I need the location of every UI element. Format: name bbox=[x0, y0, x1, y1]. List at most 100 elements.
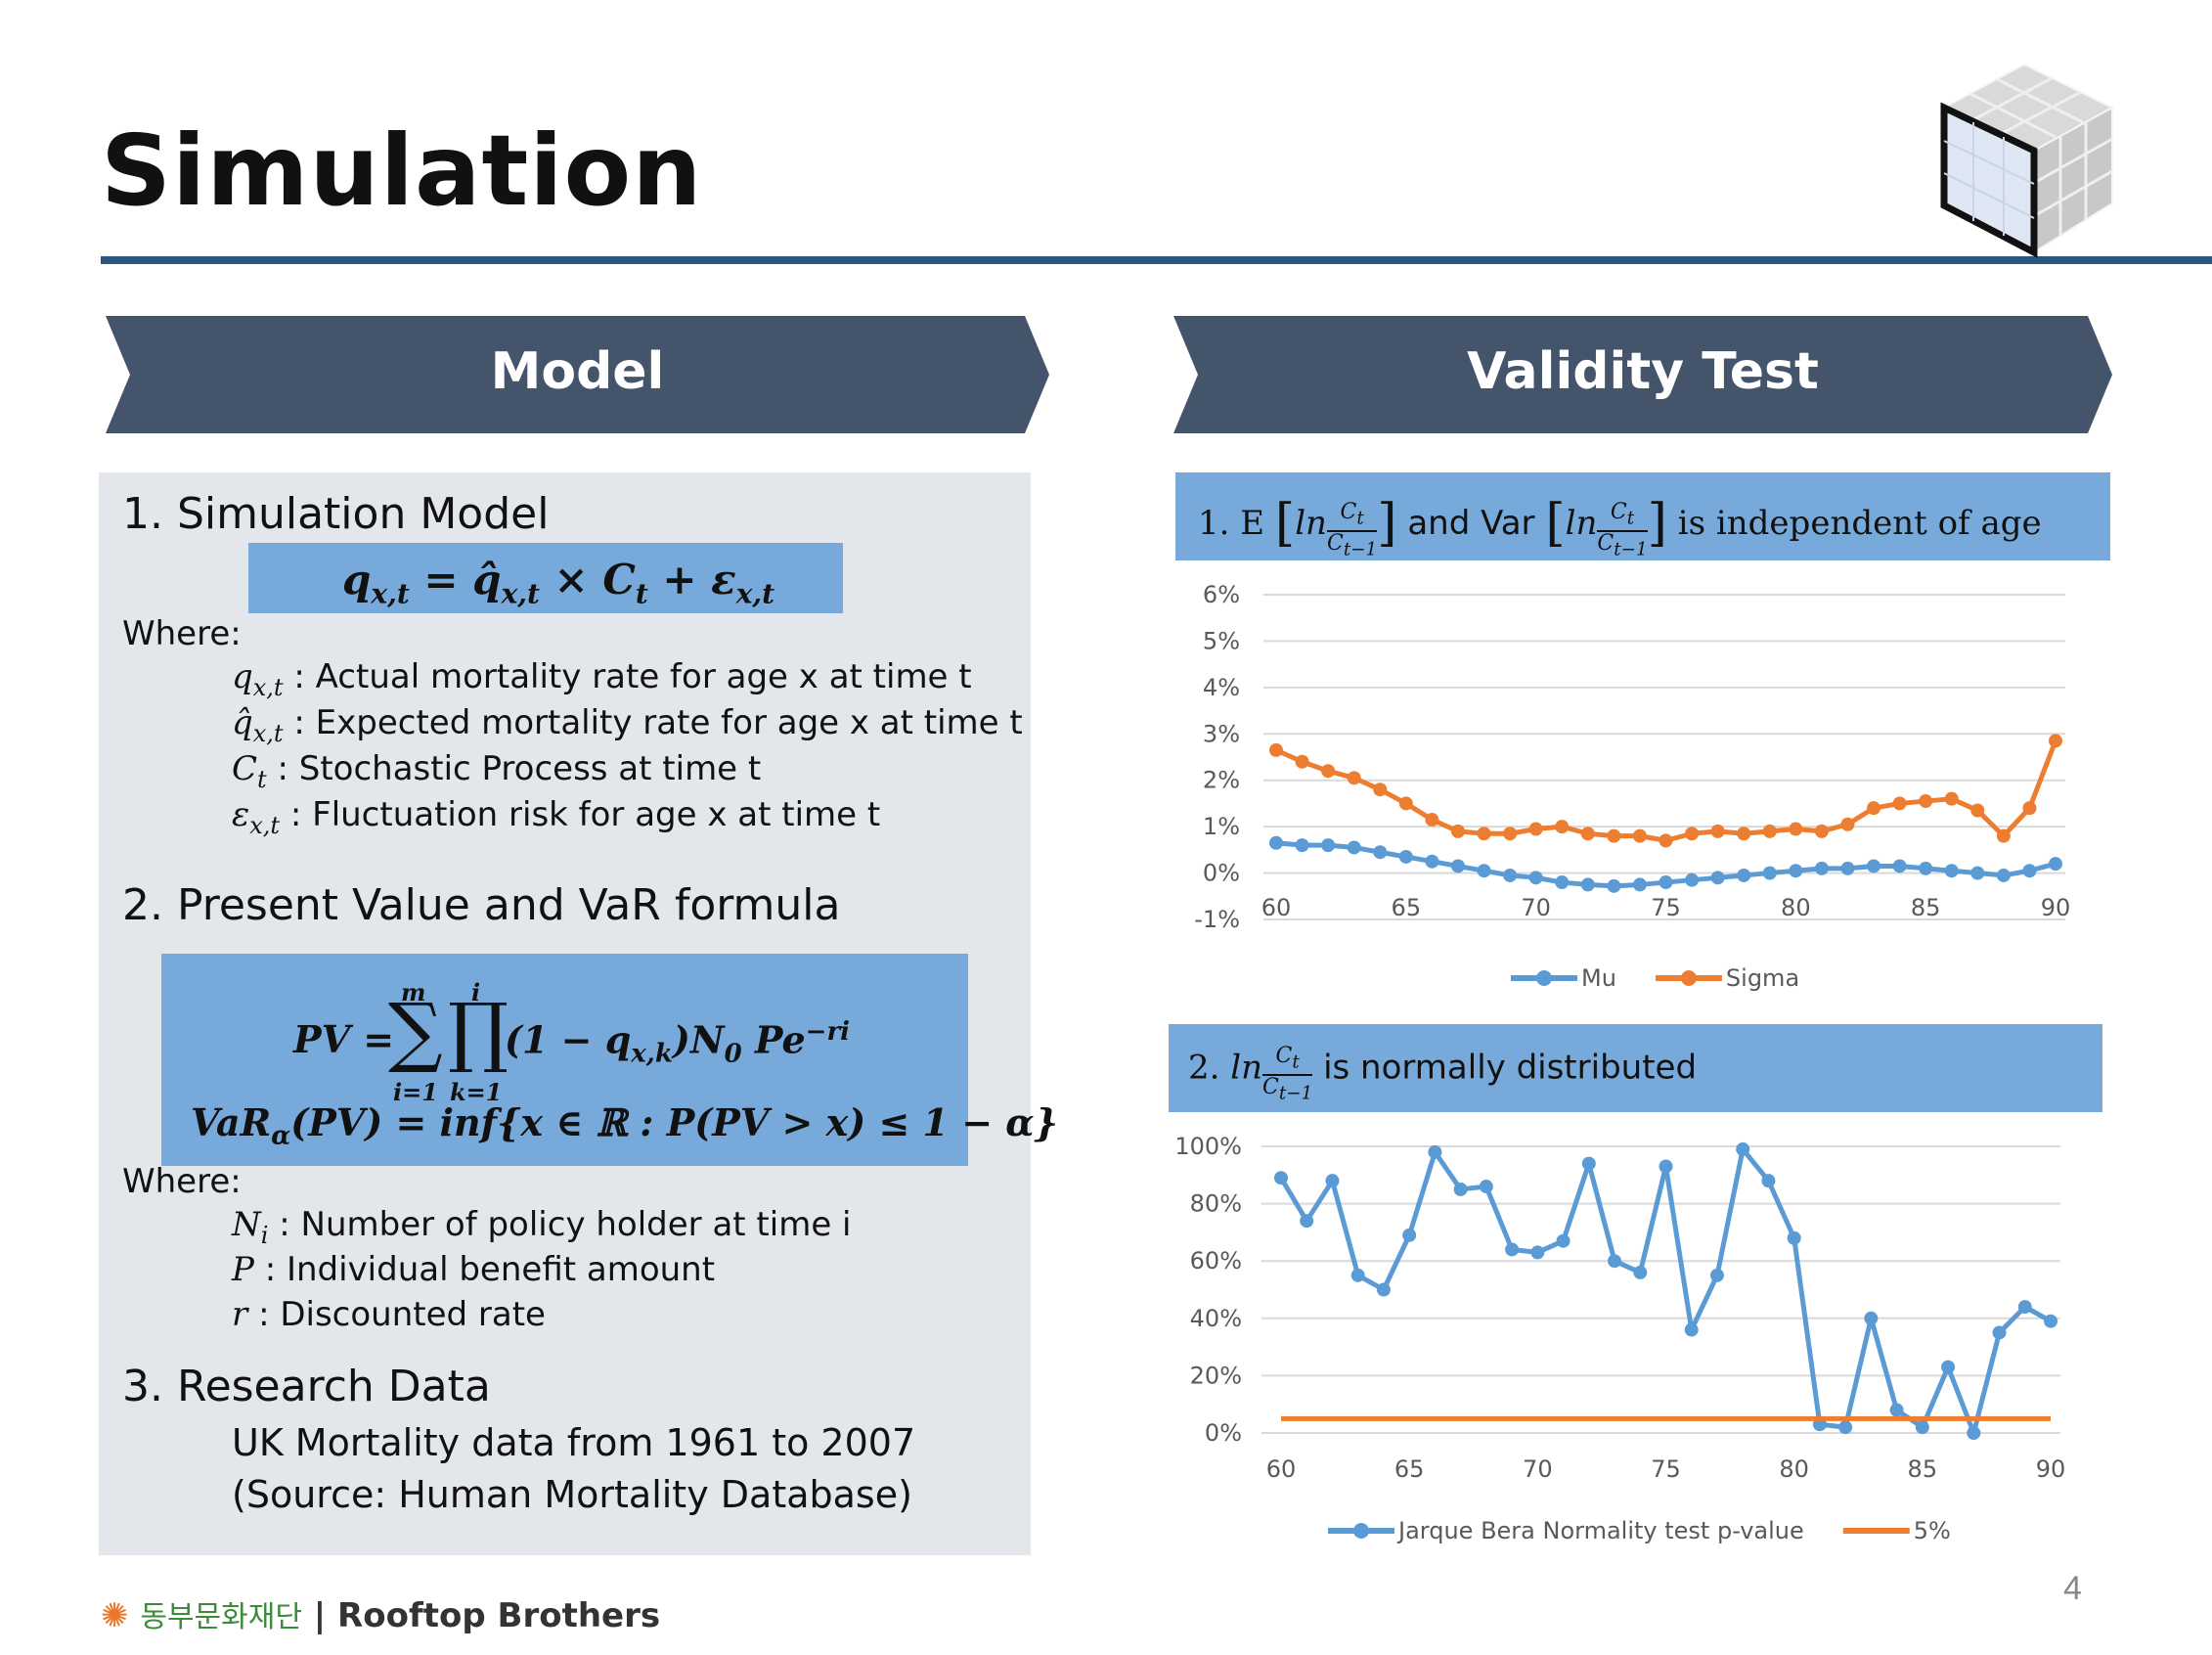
section-2-title: 2. Present Value and VaR formula bbox=[122, 880, 841, 930]
data-point bbox=[1503, 868, 1518, 882]
pv-formula-box bbox=[161, 954, 968, 1166]
data-point bbox=[1321, 764, 1336, 779]
data-point bbox=[1761, 1174, 1776, 1188]
x-tick-label: 60 bbox=[1261, 894, 1292, 921]
data-point bbox=[1659, 1159, 1673, 1174]
data-point bbox=[2022, 864, 2037, 878]
pv-lhs: PV = bbox=[293, 1017, 395, 1061]
page-title: Simulation bbox=[101, 113, 703, 228]
data-point bbox=[1709, 1268, 1724, 1282]
x-tick-label: 75 bbox=[1651, 1455, 1681, 1483]
data-point bbox=[1581, 1156, 1596, 1171]
data-point bbox=[1373, 783, 1388, 797]
legend-marker bbox=[1536, 970, 1552, 986]
where-label-2: Where: bbox=[122, 1162, 242, 1201]
data-point bbox=[1967, 1426, 1981, 1440]
test-1-heading: 1. E [ln Ct Ct−1] and Var [ln Ct Ct−1] is in… bbox=[1198, 494, 2042, 560]
x-tick-label: 85 bbox=[1911, 894, 1941, 921]
data-point bbox=[1944, 791, 1959, 806]
page-number: 4 bbox=[2063, 1570, 2082, 1607]
data-point bbox=[1450, 824, 1465, 838]
data-point bbox=[1450, 859, 1465, 873]
data-point bbox=[1737, 827, 1751, 841]
model-header-banner bbox=[106, 316, 1049, 433]
x-tick-label: 65 bbox=[1392, 894, 1422, 921]
data-point bbox=[1269, 742, 1283, 757]
where-label-1: Where: bbox=[122, 614, 242, 653]
data-point bbox=[1347, 840, 1361, 855]
legend-label: Jarque Bera Normality test p-value bbox=[1396, 1517, 1804, 1544]
data-point bbox=[2049, 734, 2062, 748]
data-point bbox=[1425, 854, 1439, 869]
simulation-formula: qx,t = q̂x,t × Ct + εx,t bbox=[342, 556, 775, 610]
x-tick-label: 70 bbox=[1521, 894, 1551, 921]
data-point bbox=[1402, 1228, 1417, 1242]
data-point bbox=[1919, 861, 1933, 875]
test-1-heading-bar bbox=[1175, 472, 2110, 560]
prod-lower: k=1 bbox=[450, 1078, 503, 1106]
var-formula: VaRα(PV) = inf{x ∈ ℝ : P(PV > x) ≤ 1 − α… bbox=[191, 1100, 1058, 1151]
y-tick-label: 0% bbox=[1205, 1419, 1242, 1447]
data-point bbox=[1555, 875, 1570, 890]
data-point bbox=[1453, 1182, 1468, 1196]
data-point bbox=[1477, 864, 1491, 878]
x-tick-label: 75 bbox=[1651, 894, 1681, 921]
footer-team: Rooftop Brothers bbox=[337, 1596, 661, 1635]
data-point bbox=[2044, 1314, 2057, 1328]
data-point bbox=[1373, 845, 1388, 860]
data-point bbox=[2022, 801, 2037, 816]
data-point bbox=[1919, 794, 1933, 809]
definition-q: qx,t : Actual mortality rate for age x a… bbox=[232, 657, 972, 701]
pv-rhs: (1 − qx,k)N0 Pe−ri bbox=[505, 1017, 851, 1069]
data-point bbox=[1398, 796, 1413, 811]
legend-label: 5% bbox=[1914, 1517, 1951, 1544]
data-point bbox=[1889, 1403, 1904, 1417]
data-point bbox=[1530, 1245, 1545, 1260]
definition-n: Ni : Number of policy holder at time i bbox=[232, 1205, 852, 1249]
legend-marker bbox=[1353, 1523, 1369, 1539]
flower-logo-icon: ✺ bbox=[101, 1596, 129, 1635]
research-data-line-2: (Source: Human Mortality Database) bbox=[232, 1473, 912, 1516]
test-2-heading-bar bbox=[1169, 1024, 2102, 1112]
data-point bbox=[1350, 1268, 1365, 1282]
data-point bbox=[1737, 868, 1751, 882]
data-point bbox=[2049, 857, 2062, 872]
data-point bbox=[1425, 813, 1439, 828]
legend-label: Sigma bbox=[1726, 964, 1799, 992]
definition-r: r : Discounted rate bbox=[232, 1295, 546, 1334]
data-point bbox=[1915, 1420, 1929, 1435]
data-point bbox=[1867, 859, 1881, 873]
data-point bbox=[1789, 864, 1803, 878]
data-point bbox=[1814, 861, 1829, 875]
y-tick-label: 0% bbox=[1203, 860, 1240, 887]
normality-test-chart: 100% 80% 60% 40% 20% 0% 60 65 70 75 80 85 90 Jarque B… bbox=[1174, 1133, 2065, 1544]
data-point bbox=[1274, 1171, 1288, 1185]
test-2-heading: 2. ln Ct Ct−1 is normally distributed bbox=[1188, 1044, 1698, 1104]
data-point bbox=[2017, 1300, 2032, 1315]
x-tick-label: 90 bbox=[2041, 894, 2071, 921]
y-tick-label: 60% bbox=[1190, 1247, 1242, 1275]
data-point bbox=[1632, 877, 1647, 892]
data-point bbox=[1607, 878, 1621, 893]
data-point bbox=[1996, 868, 2011, 882]
cube-logo-icon bbox=[1940, 63, 2115, 258]
data-point bbox=[1838, 1420, 1853, 1435]
footer: ✺ 동부문화재단 | Rooftop Brothers bbox=[101, 1592, 660, 1635]
data-point bbox=[1556, 1233, 1571, 1248]
data-point bbox=[1992, 1325, 2007, 1340]
data-point bbox=[1685, 872, 1700, 887]
y-tick-label: 3% bbox=[1203, 720, 1240, 747]
data-point bbox=[1892, 796, 1907, 811]
data-point bbox=[1840, 861, 1855, 875]
y-tick-label: 6% bbox=[1203, 581, 1240, 608]
section-3-title: 3. Research Data bbox=[122, 1362, 491, 1411]
footer-separator: | bbox=[301, 1596, 338, 1635]
data-point bbox=[1659, 833, 1673, 848]
y-tick-label: 4% bbox=[1203, 674, 1240, 701]
definition-c: Ct : Stochastic Process at time t bbox=[232, 749, 762, 793]
x-tick-label: 85 bbox=[1908, 1455, 1938, 1483]
data-point bbox=[1762, 824, 1777, 838]
series-line bbox=[1278, 1146, 2053, 1436]
y-tick-label: -1% bbox=[1194, 906, 1240, 933]
y-tick-label: 2% bbox=[1203, 767, 1240, 794]
